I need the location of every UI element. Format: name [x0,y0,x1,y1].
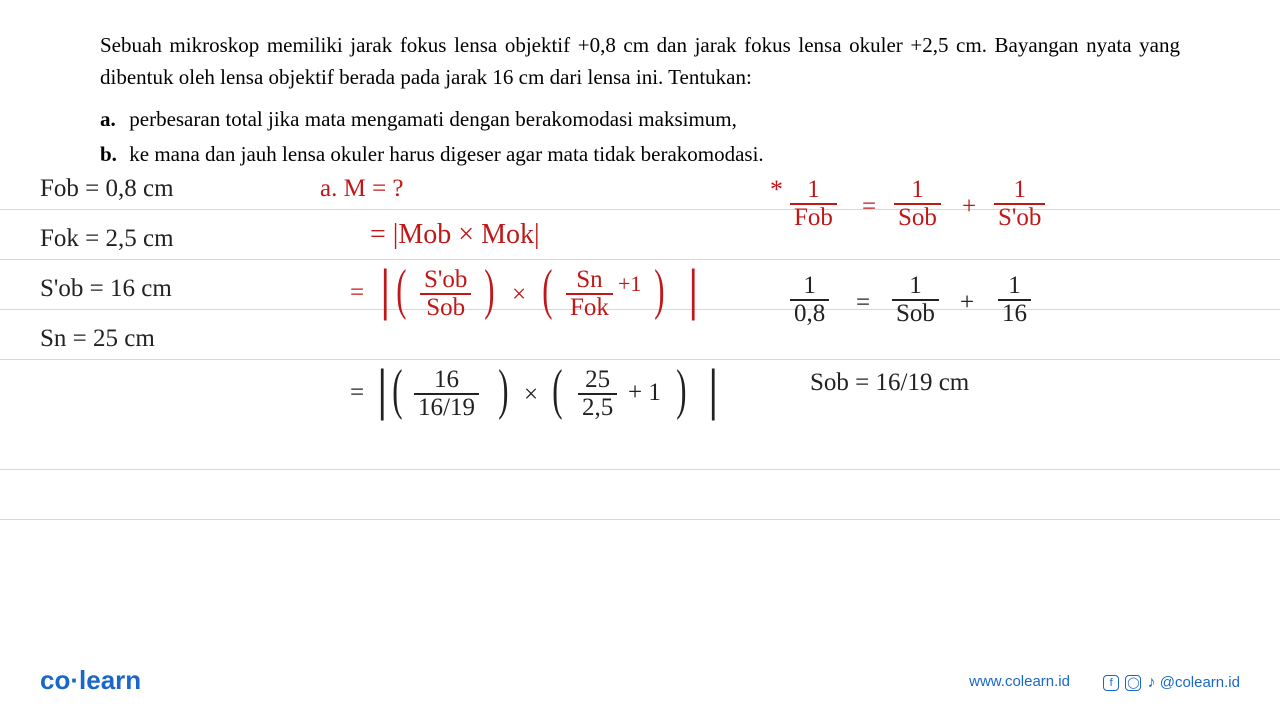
brand-logo: co·learn [40,665,141,696]
sol-a-frac2: SnFok [566,267,613,322]
lens-f6: 116 [998,273,1031,328]
sol-a-times2: × [524,381,538,409]
text-a: perbesaran total jika mata mengamati den… [129,107,737,131]
sol-a-abs-close2: | [706,365,721,415]
lens-f3: 1S'ob [994,177,1045,232]
lens-result: Sob = 16/19 cm [810,369,969,397]
lens-eq1: = [862,193,876,221]
tiktok-icon: ♪ [1148,674,1156,691]
sol-a-plus2: + 1 [628,379,661,407]
sol-a-frac3: 1616/19 [414,367,479,422]
sol-a-par-close2: ) [650,265,669,315]
sol-a-par-close4: ) [672,365,691,415]
sol-a-frac1: S'obSob [420,267,471,322]
lens-f4: 10,8 [790,273,829,328]
lens-plus1: + [962,193,976,221]
sol-a-par-open1: ( [392,265,411,315]
sol-a-par-open3: ( [388,365,407,415]
lens-f2: 1Sob [894,177,941,232]
option-a: a. perbesaran total jika mata mengamati … [0,103,1280,138]
lens-f5: 1Sob [892,273,939,328]
text-b: ke mana dan jauh lensa okuler harus dige… [129,142,763,166]
sol-a-step1: = |Mob × Mok| [370,219,540,251]
sol-a-eq1: = [350,279,364,307]
given-fob: Fob = 0,8 cm [40,175,174,203]
sol-a-par-open4: ( [548,365,567,415]
logo-co: co [40,665,70,695]
footer: co·learn www.colearn.id f ◯ ♪ @colearn.i… [0,660,1280,700]
lens-star: * [770,175,783,205]
sol-a-times: × [512,281,526,309]
problem-statement: Sebuah mikroskop memiliki jarak fokus le… [0,0,1280,103]
lens-eq2: = [856,289,870,317]
given-fok: Fok = 2,5 cm [40,225,174,253]
social-handle: @colearn.id [1160,674,1240,691]
sol-a-abs-open1: | [378,265,393,315]
footer-social: f ◯ ♪ @colearn.id [1103,674,1240,692]
option-b: b. ke mana dan jauh lensa okuler harus d… [0,138,1280,173]
sol-a-question: a. M = ? [320,175,404,203]
lens-f1: 1Fob [790,177,837,232]
sol-a-frac4: 252,5 [578,367,617,422]
lens-plus2: + [960,289,974,317]
sol-a-par-close1: ) [480,265,499,315]
sol-a-plus1: +1 [618,271,641,297]
given-sob: S'ob = 16 cm [40,275,172,303]
label-a: a. [100,107,124,132]
footer-url: www.colearn.id [969,673,1070,690]
label-b: b. [100,142,124,167]
handwritten-work: Fob = 0,8 cm Fok = 2,5 cm S'ob = 16 cm S… [0,179,1280,539]
sol-a-abs-close1: | [686,265,701,315]
facebook-icon: f [1103,675,1119,691]
logo-learn: learn [79,665,141,695]
given-sn: Sn = 25 cm [40,325,155,353]
sol-a-par-open2: ( [538,265,557,315]
sol-a-eq2: = [350,379,364,407]
sol-a-par-close3: ) [494,365,513,415]
instagram-icon: ◯ [1125,675,1141,691]
logo-dot-icon: · [70,665,79,695]
